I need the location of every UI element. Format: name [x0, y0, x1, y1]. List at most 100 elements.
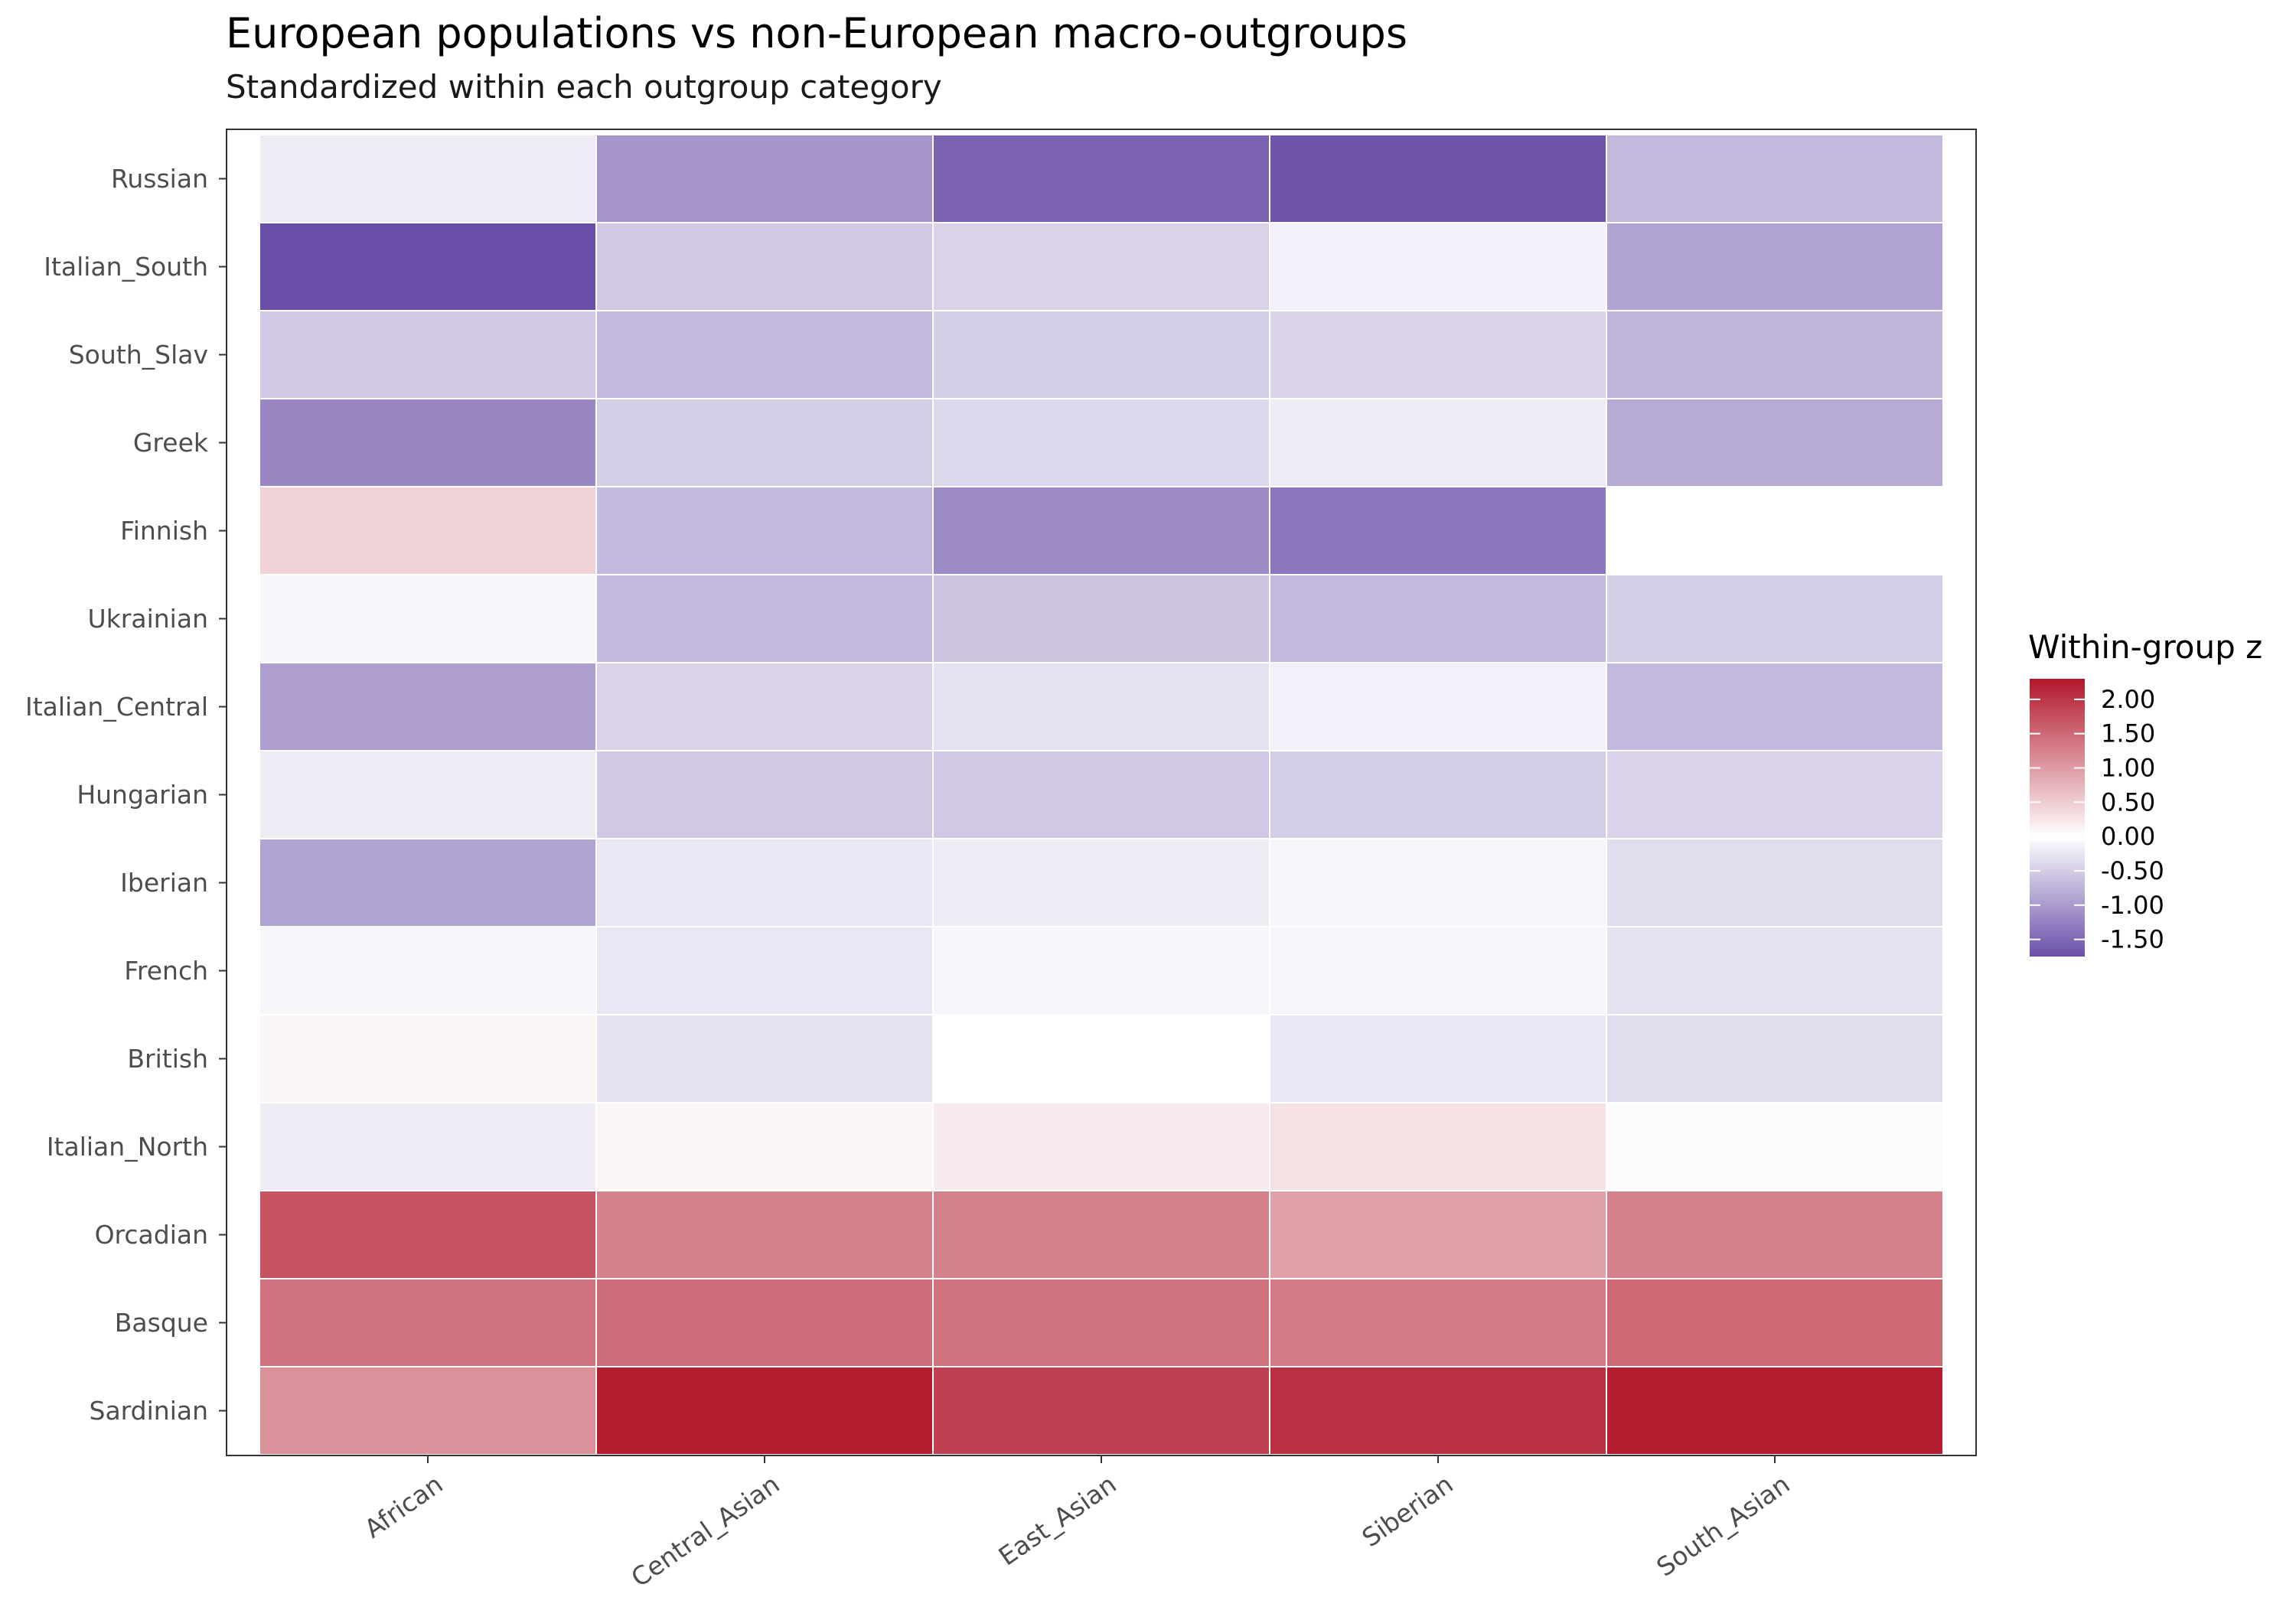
- heatmap-cell-south_slav-east_asian: [932, 310, 1270, 399]
- heatmap-cell-russian-siberian: [1269, 134, 1607, 223]
- heatmap-cell-french-east_asian: [932, 926, 1270, 1015]
- y-tick-label: French: [124, 956, 208, 986]
- heatmap-cell-british-african: [259, 1014, 597, 1103]
- color-legend: Within-group z 2.00 1.50 1.00 0.50 0.00 -0.50…: [2028, 628, 2262, 957]
- heatmap-cell-orcadian-east_asian: [932, 1190, 1270, 1279]
- y-tick-label: South_Slav: [69, 340, 208, 370]
- heatmap-cell-iberian-east_asian: [932, 838, 1270, 927]
- heatmap-cell-basque-south_asian: [1606, 1278, 1944, 1367]
- heatmap-cell-iberian-siberian: [1269, 838, 1607, 927]
- heatmap-cell-italian_north-african: [259, 1102, 597, 1191]
- heatmap-cell-italian_central-central_asian: [595, 662, 934, 751]
- legend-tick-label: 2.00: [2101, 685, 2155, 714]
- heatmap-cell-basque-siberian: [1269, 1278, 1607, 1367]
- heatmap-cell-finnish-african: [259, 486, 597, 575]
- legend-title: Within-group z: [2028, 628, 2262, 666]
- heatmap-cell-sardinian-siberian: [1269, 1366, 1607, 1455]
- legend-tick-label: -1.00: [2101, 891, 2164, 920]
- heatmap-cell-orcadian-central_asian: [595, 1190, 934, 1279]
- y-tick-label: Orcadian: [95, 1220, 208, 1250]
- heatmap-cell-greek-siberian: [1269, 398, 1607, 487]
- heatmap-cell-italian_south-siberian: [1269, 222, 1607, 311]
- y-tick-label: Ukrainian: [88, 604, 208, 634]
- heatmap-cell-finnish-siberian: [1269, 486, 1607, 575]
- y-tick-label: Italian_Central: [25, 692, 208, 722]
- chart-title: European populations vs non-European mac…: [226, 9, 1407, 57]
- heatmap-cell-orcadian-south_asian: [1606, 1190, 1944, 1279]
- heatmap-cell-russian-south_asian: [1606, 134, 1944, 223]
- heatmap-cell-orcadian-siberian: [1269, 1190, 1607, 1279]
- y-tick-label: Italian_South: [44, 252, 208, 282]
- y-tick-label: Hungarian: [77, 780, 208, 810]
- heatmap-cell-british-siberian: [1269, 1014, 1607, 1103]
- y-axis: Russian Italian_South South_Slav Greek Finni…: [25, 164, 227, 1426]
- x-tick-label: East_Asian: [993, 1469, 1122, 1572]
- x-tick-label: Central_Asian: [625, 1469, 784, 1593]
- heatmap-cell-italian_central-east_asian: [932, 662, 1270, 751]
- heatmap-cell-basque-african: [259, 1278, 597, 1367]
- heatmap-cell-french-siberian: [1269, 926, 1607, 1015]
- heatmap-cell-italian_south-african: [259, 222, 597, 311]
- heatmap-cell-italian_north-south_asian: [1606, 1102, 1944, 1191]
- chart-subtitle: Standardized within each outgroup catego…: [226, 68, 942, 106]
- legend-tick-label: 1.50: [2101, 719, 2155, 748]
- heatmap-cell-ukrainian-central_asian: [595, 574, 934, 663]
- heatmap-cell-italian_north-central_asian: [595, 1102, 934, 1191]
- legend-tick-label: -1.50: [2101, 925, 2164, 954]
- legend-colorbar: [2030, 679, 2085, 957]
- legend-tick-label: 1.00: [2101, 754, 2155, 783]
- heatmap-cell-iberian-african: [259, 838, 597, 927]
- heatmap-cell-greek-south_asian: [1606, 398, 1944, 487]
- heatmap-cell-italian_north-siberian: [1269, 1102, 1607, 1191]
- heatmap-cell-ukrainian-african: [259, 574, 597, 663]
- heatmap-cell-british-east_asian: [932, 1014, 1270, 1103]
- y-tick-label: Finnish: [120, 516, 208, 546]
- heatmap-cell-hungarian-african: [259, 750, 597, 839]
- heatmap-cell-russian-east_asian: [932, 134, 1270, 223]
- y-tick-label: Italian_North: [47, 1132, 208, 1162]
- heatmap-cell-orcadian-african: [259, 1190, 597, 1279]
- heatmap-cell-italian_central-african: [259, 662, 597, 751]
- heatmap-cell-sardinian-south_asian: [1606, 1366, 1944, 1455]
- heatmap-cell-hungarian-south_asian: [1606, 750, 1944, 839]
- heatmap-cell-ukrainian-east_asian: [932, 574, 1270, 663]
- heatmap-cell-finnish-south_asian: [1606, 486, 1944, 575]
- heatmap-cell-italian_south-central_asian: [595, 222, 934, 311]
- legend-tick-label: 0.00: [2101, 822, 2155, 851]
- legend-ticks: 2.00 1.50 1.00 0.50 0.00 -0.50 -1.00 -1.50: [2030, 685, 2164, 954]
- heatmap-cell-british-central_asian: [595, 1014, 934, 1103]
- x-tick-label: Siberian: [1356, 1469, 1458, 1553]
- heatmap-cells: [259, 134, 1944, 1455]
- y-tick-label: Sardinian: [90, 1396, 209, 1426]
- heatmap-cell-hungarian-east_asian: [932, 750, 1270, 839]
- heatmap-cell-french-african: [259, 926, 597, 1015]
- legend-tick-label: 0.50: [2101, 787, 2155, 817]
- heatmap-cell-sardinian-african: [259, 1366, 597, 1455]
- heatmap-cell-french-south_asian: [1606, 926, 1944, 1015]
- y-tick-label: Iberian: [120, 868, 208, 898]
- heatmap-cell-south_slav-siberian: [1269, 310, 1607, 399]
- heatmap-cell-british-south_asian: [1606, 1014, 1944, 1103]
- heatmap-cell-finnish-central_asian: [595, 486, 934, 575]
- heatmap-cell-south_slav-african: [259, 310, 597, 399]
- heatmap-cell-south_slav-central_asian: [595, 310, 934, 399]
- heatmap-cell-greek-east_asian: [932, 398, 1270, 487]
- y-tick-label: Basque: [115, 1308, 208, 1338]
- y-tick-label: Russian: [111, 164, 208, 194]
- x-axis: African Central_Asian East_Asian Siberian So…: [359, 1455, 1795, 1593]
- heatmap-cell-italian_north-east_asian: [932, 1102, 1270, 1191]
- heatmap-cell-south_slav-south_asian: [1606, 310, 1944, 399]
- y-tick-label: Greek: [133, 428, 209, 458]
- heatmap-cell-finnish-east_asian: [932, 486, 1270, 575]
- heatmap-cell-italian_south-south_asian: [1606, 222, 1944, 311]
- heatmap-cell-iberian-central_asian: [595, 838, 934, 927]
- heatmap-cell-basque-central_asian: [595, 1278, 934, 1367]
- heatmap-cell-italian_south-east_asian: [932, 222, 1270, 311]
- heatmap-cell-ukrainian-south_asian: [1606, 574, 1944, 663]
- y-tick-label: British: [127, 1044, 208, 1074]
- legend-tick-label: -0.50: [2101, 856, 2164, 885]
- heatmap-cell-hungarian-central_asian: [595, 750, 934, 839]
- heatmap-cell-italian_central-siberian: [1269, 662, 1607, 751]
- heatmap-cell-ukrainian-siberian: [1269, 574, 1607, 663]
